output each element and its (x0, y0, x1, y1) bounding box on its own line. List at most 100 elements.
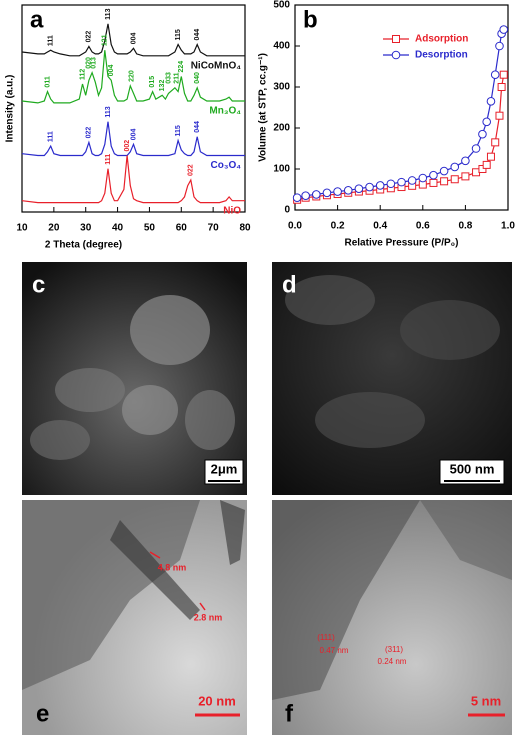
y-tick-label: 300 (273, 82, 290, 93)
annotation: 2.8 nm (194, 612, 223, 622)
x-tick-label: 20 (48, 223, 60, 234)
x-tick-label: 0.0 (288, 221, 302, 232)
annotation: 0.47 nm (320, 646, 349, 655)
annotation: 4.8 nm (158, 562, 187, 572)
peak-label: 033 (165, 72, 172, 84)
marker (486, 152, 495, 161)
peak-label: 111 (48, 131, 55, 142)
marker (440, 177, 449, 186)
marker (461, 172, 470, 181)
series-label: NiO (223, 205, 241, 216)
y-tick-label: 400 (273, 41, 290, 52)
marker (386, 179, 396, 189)
peak-label: 111 (105, 154, 112, 165)
legend-marker (391, 50, 401, 60)
scale-bar-label: 20 nm (198, 693, 236, 708)
annotation: 0.24 nm (378, 657, 407, 666)
x-axis-title: 2 Theta (degree) (45, 240, 122, 251)
panel-label: b (303, 6, 318, 33)
marker (495, 111, 504, 120)
marker (429, 178, 438, 187)
marker (301, 191, 310, 200)
marker (450, 162, 460, 172)
y-tick-label: 200 (273, 123, 290, 134)
x-tick-label: 10 (16, 223, 28, 234)
tem-image (272, 500, 512, 735)
y-tick-label: 100 (273, 164, 290, 175)
marker (397, 177, 406, 187)
peak-label: 044 (194, 121, 201, 133)
marker (490, 70, 500, 79)
x-tick-label: 0.6 (416, 221, 430, 232)
legend-label: Adsorption (415, 34, 468, 45)
peak-label: 121 (102, 34, 109, 46)
panel-label: e (36, 700, 49, 727)
peak-label: 022 (188, 164, 195, 176)
marker (365, 182, 374, 192)
marker (471, 144, 481, 153)
series-line (21, 23, 245, 57)
x-tick-label: 60 (176, 223, 188, 234)
peak-label: 004 (130, 32, 137, 44)
peak-label: 013 (91, 57, 98, 69)
panel-label: d (282, 271, 297, 298)
marker (497, 83, 506, 91)
peak-label: 115 (175, 125, 182, 136)
panel-label: a (30, 6, 44, 33)
peak-label: 004 (108, 64, 115, 76)
marker (499, 70, 508, 79)
sem-image (272, 262, 512, 495)
marker (429, 170, 438, 180)
series-label: Co₃O₄ (211, 160, 242, 171)
marker (478, 165, 487, 173)
y-axis-title: Volume (at STP, cc.g⁻¹) (258, 53, 269, 162)
peak-label: 115 (175, 29, 182, 40)
series-line (21, 50, 245, 104)
series-label: NiCoMnO₄ (191, 60, 242, 71)
x-tick-label: 50 (144, 223, 156, 234)
tem-image (22, 500, 247, 735)
peak-label: 022 (86, 127, 93, 139)
legend-marker (392, 35, 400, 43)
marker (486, 97, 496, 106)
scale-bar-label: 5 nm (471, 693, 501, 708)
peak-label: 112 (79, 69, 86, 80)
peak-label: 220 (129, 70, 136, 82)
marker (491, 138, 500, 147)
marker (461, 156, 470, 166)
annotation: (111) (317, 633, 335, 642)
marker (418, 173, 428, 183)
peak-label: 015 (149, 76, 156, 88)
panel-label: c (32, 271, 45, 298)
y-tick-label: 500 (273, 0, 290, 11)
peak-label: 113 (105, 106, 112, 117)
x-tick-label: 70 (208, 223, 220, 234)
peak-label: 011 (44, 76, 51, 87)
x-tick-label: 30 (80, 223, 92, 234)
marker (343, 186, 353, 195)
marker (312, 190, 321, 199)
x-tick-label: 80 (239, 223, 251, 234)
marker (407, 176, 417, 185)
marker (333, 187, 342, 196)
peak-label: 044 (194, 29, 201, 41)
marker (292, 193, 302, 202)
peak-label: 111 (48, 35, 55, 46)
peak-label: 020 (86, 57, 93, 69)
marker (495, 41, 504, 51)
marker (375, 181, 385, 190)
x-tick-label: 0.8 (458, 221, 472, 232)
y-axis-title: Intensity (a.u.) (5, 75, 16, 143)
x-tick-label: 1.0 (501, 221, 515, 232)
peak-label: 211 (173, 72, 180, 83)
legend-label: Desorption (415, 50, 468, 61)
marker (482, 117, 492, 127)
series-line (21, 121, 245, 157)
x-tick-label: 0.2 (331, 221, 345, 232)
series-line (21, 155, 245, 204)
scale-bar-label: 2μm (211, 461, 238, 476)
marker (478, 129, 487, 139)
arrow (199, 602, 206, 611)
y-tick-label: 0 (284, 205, 290, 216)
marker (450, 175, 459, 184)
